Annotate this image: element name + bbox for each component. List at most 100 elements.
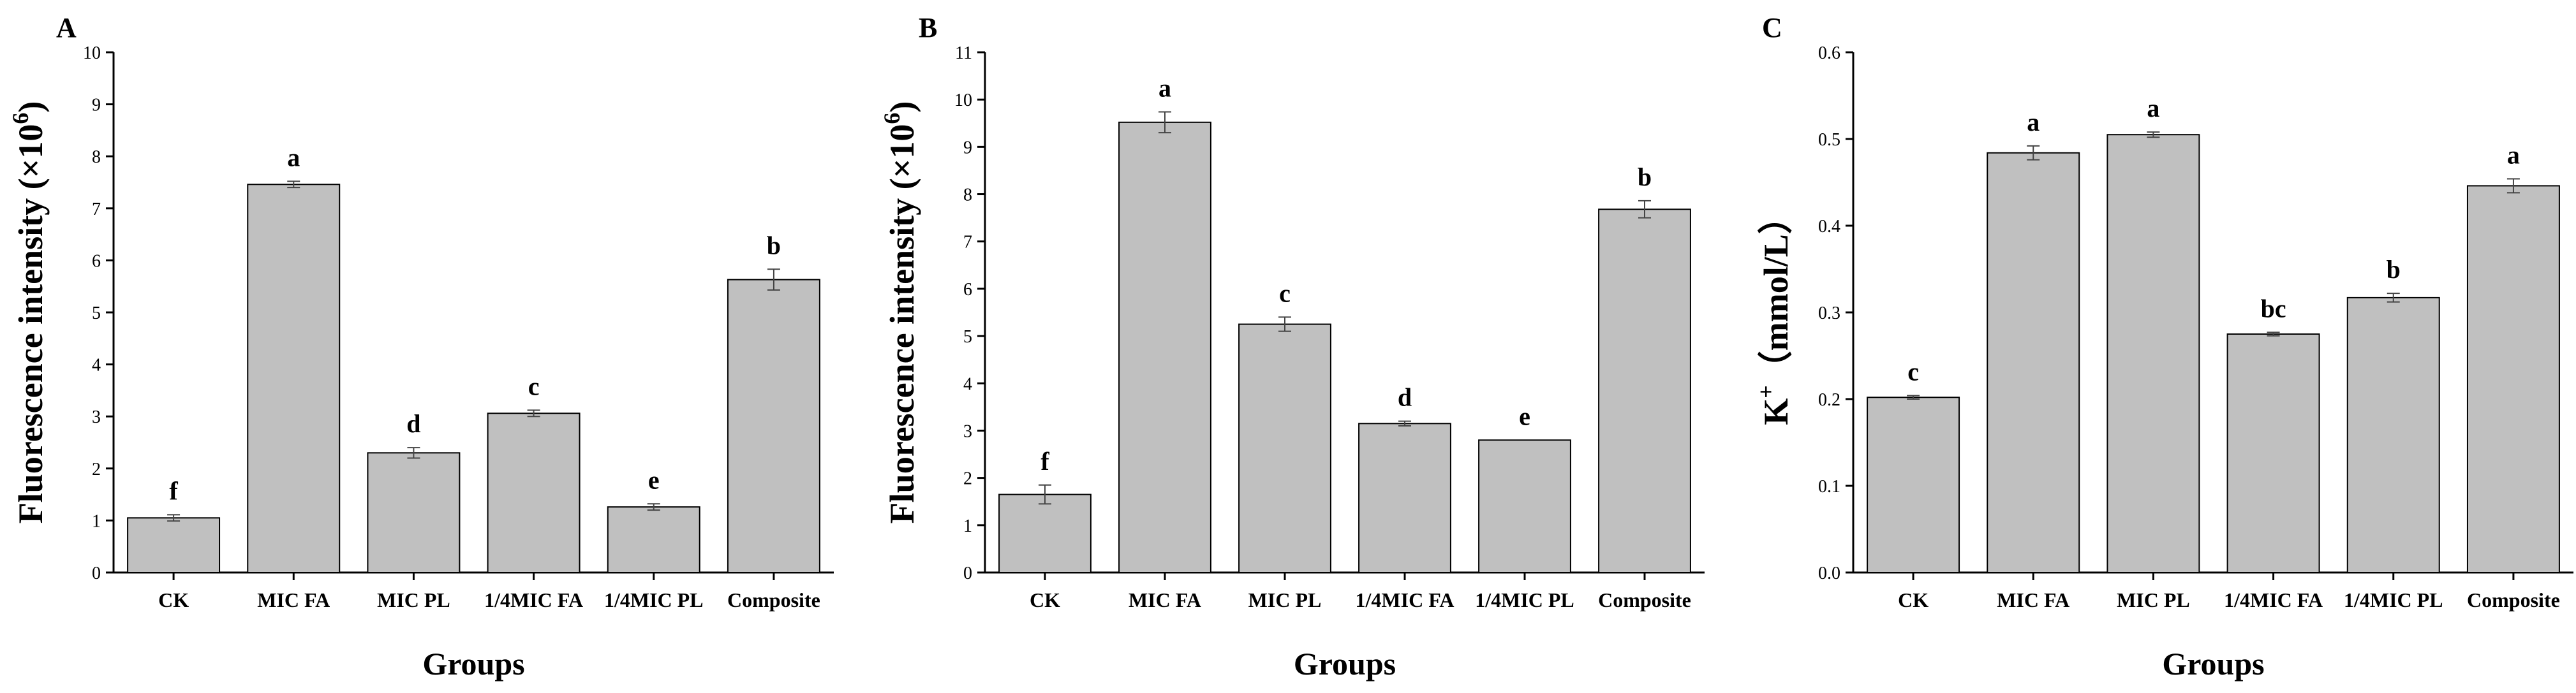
- x-tick-label: MIC PL: [2117, 588, 2190, 611]
- y-tick-label: 0.0: [1818, 564, 1840, 583]
- significance-letter: b: [1638, 163, 1652, 191]
- y-tick-label: 0: [963, 564, 972, 583]
- y-tick-label: 10: [83, 43, 101, 63]
- significance-letter: d: [406, 409, 420, 438]
- x-axis-title: Groups: [1294, 646, 1396, 682]
- panel-letter: A: [56, 12, 77, 43]
- y-tick-label: 6: [963, 280, 972, 300]
- bar: [2346, 296, 2440, 573]
- significance-letter: a: [2147, 94, 2159, 122]
- y-tick-label: 9: [963, 138, 972, 157]
- bar: [1358, 423, 1451, 573]
- significance-letter: e: [1519, 402, 1530, 430]
- bar: [1118, 121, 1211, 574]
- bar: [1598, 208, 1691, 573]
- bar: [1238, 323, 1331, 573]
- bar: [1987, 152, 2080, 573]
- x-tick-label: MIC PL: [1248, 588, 1322, 611]
- x-tick-label: MIC FA: [1129, 588, 1201, 611]
- panel-c: C 0.0 0.1 0.2 0.3 0.4 0.5 0.6 c CK a MIC FA a MIC PL b…: [1753, 12, 2573, 682]
- x-tick-label: 1/4MIC FA: [2224, 588, 2323, 611]
- y-axis-title: Fluorescence intensity (×106): [879, 101, 921, 524]
- bar: [127, 517, 221, 574]
- y-tick-label: 0.2: [1818, 390, 1840, 410]
- y-tick-label: 9: [92, 96, 101, 115]
- x-tick-label: CK: [1898, 588, 1928, 611]
- y-axis-title-superscript: +: [1753, 385, 1779, 398]
- bar: [2106, 134, 2200, 573]
- y-axis-title: K+（mmol/L）: [1753, 200, 1795, 425]
- bar: [487, 412, 581, 574]
- significance-letter: a: [2027, 108, 2039, 136]
- significance-letter: bc: [2261, 294, 2286, 323]
- bar: [2466, 185, 2560, 573]
- y-tick-label: 4: [92, 356, 101, 376]
- y-tick-label: 0.5: [1818, 130, 1840, 150]
- y-tick-label: 2: [963, 469, 972, 489]
- significance-letter: c: [1279, 279, 1291, 307]
- y-axis-title-end: （mmol/L）: [1757, 200, 1795, 385]
- significance-letter: f: [1040, 447, 1049, 476]
- y-tick-label: 2: [92, 460, 101, 479]
- y-axis-title-main: Fluorescence intensity (×10: [883, 124, 921, 524]
- y-axis-title-superscript: 6: [879, 113, 905, 124]
- significance-letter: e: [648, 465, 660, 494]
- y-tick-label: 3: [92, 407, 101, 427]
- significance-letter: c: [528, 372, 540, 400]
- y-tick-label: 1: [92, 511, 101, 531]
- y-tick-label: 0.6: [1818, 43, 1840, 63]
- bar: [247, 184, 341, 574]
- significance-letter: a: [1158, 73, 1171, 102]
- x-axis-title: Groups: [2162, 646, 2264, 682]
- y-axis-title-end: ): [883, 101, 921, 113]
- y-tick-label: 0.3: [1818, 303, 1840, 323]
- y-tick-label: 4: [963, 374, 972, 394]
- y-tick-label: 10: [954, 91, 972, 110]
- y-axis-title-superscript: 6: [8, 113, 33, 124]
- bar: [727, 279, 820, 573]
- x-tick-label: 1/4MIC PL: [604, 588, 704, 611]
- x-tick-label: CK: [1030, 588, 1060, 611]
- significance-letter: a: [2507, 141, 2520, 170]
- y-tick-label: 0.1: [1818, 477, 1840, 497]
- x-tick-label: MIC FA: [257, 588, 330, 611]
- x-tick-label: 1/4MIC FA: [484, 588, 583, 611]
- x-tick-label: CK: [158, 588, 189, 611]
- y-tick-label: 3: [963, 421, 972, 441]
- significance-letter: f: [169, 476, 178, 505]
- x-axis-title: Groups: [422, 646, 524, 682]
- y-axis-title-end: ): [11, 101, 50, 113]
- bar: [1478, 439, 1571, 573]
- panel-a: A 0 1 2 3 4 5 6 7 8 9 10 f CK a MIC FA d MIC PL c 1/4MIC FA…: [8, 12, 834, 682]
- x-tick-label: Composite: [2467, 588, 2560, 611]
- y-tick-label: 0.4: [1818, 217, 1840, 237]
- x-tick-label: 1/4MIC PL: [1475, 588, 1574, 611]
- y-tick-label: 0: [92, 564, 101, 583]
- y-tick-label: 7: [963, 233, 972, 252]
- x-tick-label: MIC FA: [1997, 588, 2069, 611]
- y-axis-title-main: Fluorescence intensity (×10: [11, 124, 50, 524]
- bar: [607, 506, 700, 574]
- significance-letter: b: [2387, 255, 2401, 284]
- bar: [2226, 333, 2320, 573]
- significance-letter: a: [287, 143, 300, 171]
- panel-b: B 0 1 2 3 4 5 6 7 8 9 10 11 f CK a MIC FA c MIC PL d 1/4MIC …: [879, 12, 1705, 682]
- x-tick-label: 1/4MIC PL: [2344, 588, 2443, 611]
- y-tick-label: 1: [963, 516, 972, 536]
- y-axis-title: Fluorescence intensity (×106): [8, 101, 50, 524]
- x-tick-label: Composite: [1598, 588, 1691, 611]
- x-tick-label: Composite: [727, 588, 820, 611]
- x-tick-label: 1/4MIC FA: [1356, 588, 1455, 611]
- y-tick-label: 8: [963, 186, 972, 205]
- y-axis-title-main: K: [1757, 398, 1795, 425]
- y-tick-label: 5: [92, 303, 101, 323]
- x-tick-label: MIC PL: [377, 588, 450, 611]
- panel-letter: B: [919, 12, 937, 43]
- bar: [998, 493, 1092, 573]
- bar: [367, 452, 461, 573]
- y-tick-label: 5: [963, 327, 972, 347]
- y-tick-label: 8: [92, 147, 101, 167]
- significance-letter: c: [1907, 358, 1919, 386]
- y-tick-label: 6: [92, 251, 101, 271]
